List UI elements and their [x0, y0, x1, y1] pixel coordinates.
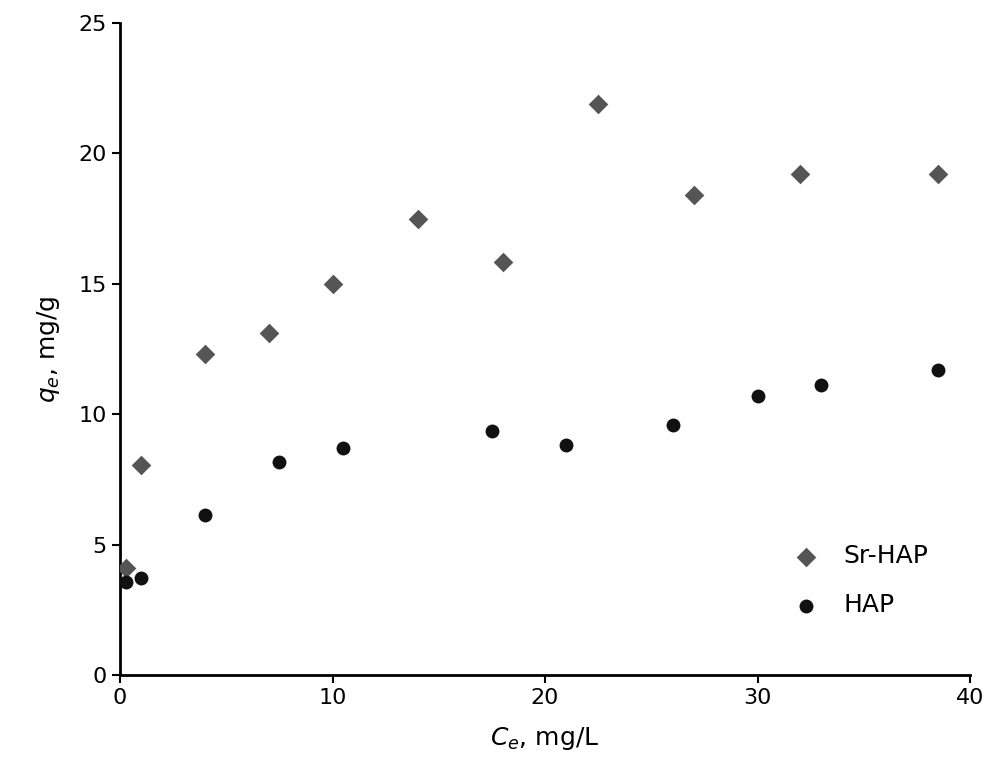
Sr-HAP: [261, 328, 277, 340]
Sr-HAP: [118, 562, 134, 574]
HAP: [197, 509, 213, 521]
HAP: [750, 390, 766, 402]
Sr-HAP: [590, 97, 606, 110]
HAP: [118, 576, 134, 588]
HAP: [484, 425, 500, 437]
HAP: [335, 442, 351, 454]
Sr-HAP: [133, 459, 149, 471]
Sr-HAP: [197, 348, 213, 360]
HAP: [930, 364, 946, 376]
Sr-HAP: [930, 168, 946, 180]
HAP: [133, 572, 149, 584]
Y-axis label: $q_e$, mg/g: $q_e$, mg/g: [35, 295, 62, 403]
HAP: [813, 380, 829, 392]
HAP: [271, 456, 287, 469]
Sr-HAP: [410, 212, 426, 225]
Sr-HAP: [686, 189, 702, 201]
Sr-HAP: [792, 168, 808, 180]
HAP: [558, 439, 574, 452]
Legend: Sr-HAP, HAP: Sr-HAP, HAP: [768, 532, 940, 630]
HAP: [664, 419, 680, 431]
X-axis label: $C_e$, mg/L: $C_e$, mg/L: [490, 725, 600, 752]
Sr-HAP: [495, 255, 511, 268]
Sr-HAP: [324, 278, 340, 290]
